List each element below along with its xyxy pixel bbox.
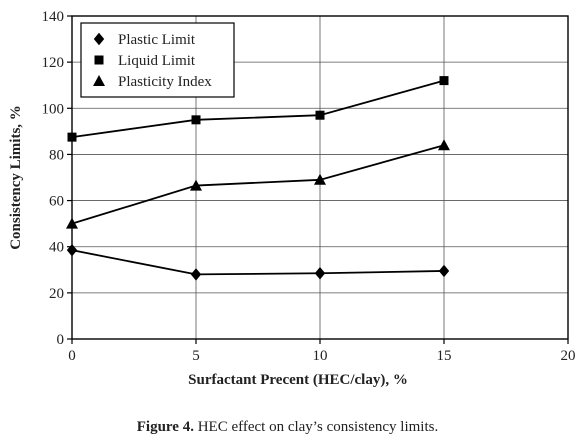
series-plastic-limit: [66, 243, 450, 281]
x-tick-label: 15: [437, 348, 452, 364]
x-tick-label: 10: [313, 348, 328, 364]
series-plasticity-index: [66, 139, 450, 229]
figure-caption: Figure 4. HEC effect on clay’s consisten…: [0, 419, 575, 436]
plasticity-index-point: [190, 179, 202, 191]
y-tick-label: 60: [49, 194, 64, 210]
y-tick-label: 40: [49, 240, 64, 256]
y-tick-label: 120: [42, 55, 65, 71]
y-tick-label: 20: [49, 286, 64, 302]
consistency-limits-chart: 0 20 40 60 80 100 120 140 0 5 10 15 20 Surfactant Pr…: [8, 9, 575, 388]
legend: Plastic Limit Liquid Limit Plasticity Inde…: [80, 22, 235, 98]
x-tick-label: 0: [68, 348, 76, 364]
x-tick-label: 5: [192, 348, 200, 364]
legend-marker-plasticity-index: [93, 75, 105, 86]
series-layer: [66, 76, 450, 281]
liquid-limit-point: [67, 132, 77, 142]
legend-label-plastic-limit: Plastic Limit: [118, 32, 196, 48]
plasticity-index-line: [71, 144, 445, 225]
x-axis-title: Surfactant Precent (HEC/clay), %: [188, 372, 408, 388]
plastic-limit-point: [66, 243, 78, 257]
liquid-limit-line: [71, 79, 445, 139]
legend-label-liquid-limit: Liquid Limit: [118, 53, 196, 69]
plastic-limit-point: [314, 267, 326, 280]
legend-marker-plastic-limit: [93, 32, 105, 46]
legend-marker-liquid-limit: [94, 55, 104, 65]
liquid-limit-point: [191, 115, 201, 125]
caption-label: Figure 4.: [136, 419, 194, 435]
legend-label-plasticity-index: Plasticity Index: [118, 74, 212, 90]
plastic-limit-line: [71, 249, 445, 276]
liquid-limit-point: [315, 110, 325, 120]
legend-box: [80, 22, 235, 98]
y-tick-label: 80: [49, 147, 64, 163]
plasticity-index-point: [438, 139, 450, 151]
plastic-limit-point: [190, 268, 202, 281]
y-tick-label: 140: [42, 9, 65, 25]
plastic-limit-point: [438, 264, 450, 278]
series-liquid-limit: [67, 76, 449, 142]
liquid-limit-point: [439, 76, 449, 86]
plasticity-index-point: [66, 217, 78, 229]
y-tick-label: 100: [42, 101, 65, 117]
axis-ticks: 0 20 40 60 80 100 120 140 0 5 10 15 20: [42, 9, 575, 364]
x-tick-label: 20: [561, 348, 575, 364]
caption-text: HEC effect on clay’s consistency limits.: [193, 419, 439, 435]
y-tick-label: 0: [57, 332, 65, 348]
plasticity-index-point: [314, 173, 326, 185]
y-axis-title: Consistency Limits, %: [8, 105, 24, 250]
